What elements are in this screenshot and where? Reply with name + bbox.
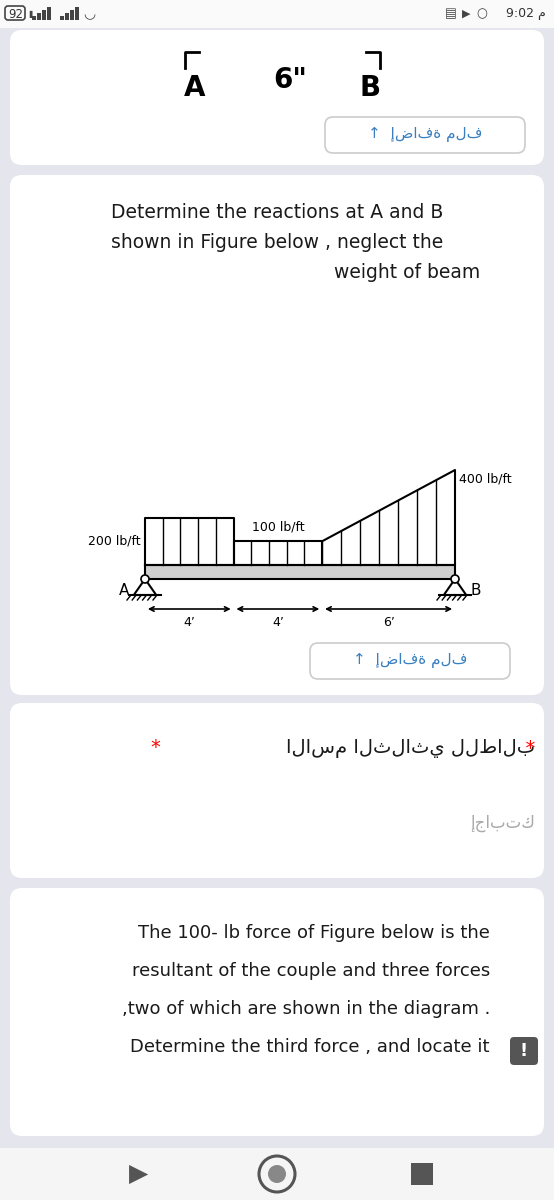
Text: ▶: ▶ <box>130 1162 148 1186</box>
Text: 100 lb/ft: 100 lb/ft <box>252 521 304 533</box>
FancyBboxPatch shape <box>510 1037 538 1066</box>
Bar <box>75 7 79 20</box>
Text: B: B <box>471 583 481 598</box>
Bar <box>70 10 74 20</box>
Text: ,two of which are shown in the diagram .: ,two of which are shown in the diagram . <box>122 1000 490 1018</box>
Text: Determine the reactions at A and B: Determine the reactions at A and B <box>111 204 443 222</box>
Text: ▶: ▶ <box>462 8 470 19</box>
Circle shape <box>141 575 149 583</box>
Text: ○: ○ <box>476 7 487 20</box>
Text: 200 lb/ft: 200 lb/ft <box>89 535 141 547</box>
Text: ↑  إضافة ملف: ↑ إضافة ملف <box>368 127 482 143</box>
FancyBboxPatch shape <box>10 888 544 1136</box>
FancyBboxPatch shape <box>10 30 544 164</box>
Text: ◡: ◡ <box>83 7 95 20</box>
FancyBboxPatch shape <box>10 175 544 695</box>
Text: The 100- lb force of Figure below is the: The 100- lb force of Figure below is the <box>138 924 490 942</box>
FancyBboxPatch shape <box>0 1148 554 1200</box>
Bar <box>145 565 455 578</box>
Text: A: A <box>119 583 129 598</box>
Text: 9:02 م: 9:02 م <box>506 7 546 20</box>
Bar <box>65 13 69 20</box>
Text: shown in Figure below , neglect the: shown in Figure below , neglect the <box>111 234 443 252</box>
Text: B: B <box>360 74 381 102</box>
Bar <box>32 16 35 20</box>
Bar <box>47 7 50 20</box>
FancyBboxPatch shape <box>0 0 554 28</box>
Text: ▤: ▤ <box>445 7 456 20</box>
Text: الاسم الثلاثي للطالب: الاسم الثلاثي للطالب <box>286 738 535 757</box>
Text: 400 lb/ft: 400 lb/ft <box>459 472 512 485</box>
Bar <box>37 13 40 20</box>
Text: *: * <box>150 738 160 757</box>
Text: !: ! <box>520 1042 528 1060</box>
Text: 6’: 6’ <box>383 616 394 629</box>
Text: 4’: 4’ <box>272 616 284 629</box>
Text: 92: 92 <box>8 7 23 20</box>
Circle shape <box>268 1165 286 1183</box>
Bar <box>411 1163 433 1186</box>
Text: ▐: ▐ <box>26 11 32 18</box>
Text: Determine the third force , and locate it: Determine the third force , and locate i… <box>131 1038 490 1056</box>
Text: 6": 6" <box>273 66 307 94</box>
Text: 4’: 4’ <box>183 616 195 629</box>
Text: resultant of the couple and three forces: resultant of the couple and three forces <box>132 962 490 980</box>
Text: weight of beam: weight of beam <box>334 264 480 282</box>
Text: ↑  إضافة ملف: ↑ إضافة ملف <box>353 654 467 668</box>
Text: إجابتك: إجابتك <box>470 814 535 832</box>
Circle shape <box>451 575 459 583</box>
FancyBboxPatch shape <box>10 703 544 878</box>
Bar <box>60 16 64 20</box>
FancyBboxPatch shape <box>310 643 510 679</box>
FancyBboxPatch shape <box>325 116 525 152</box>
Text: A: A <box>184 74 206 102</box>
Text: *: * <box>512 738 535 757</box>
Bar <box>42 10 45 20</box>
